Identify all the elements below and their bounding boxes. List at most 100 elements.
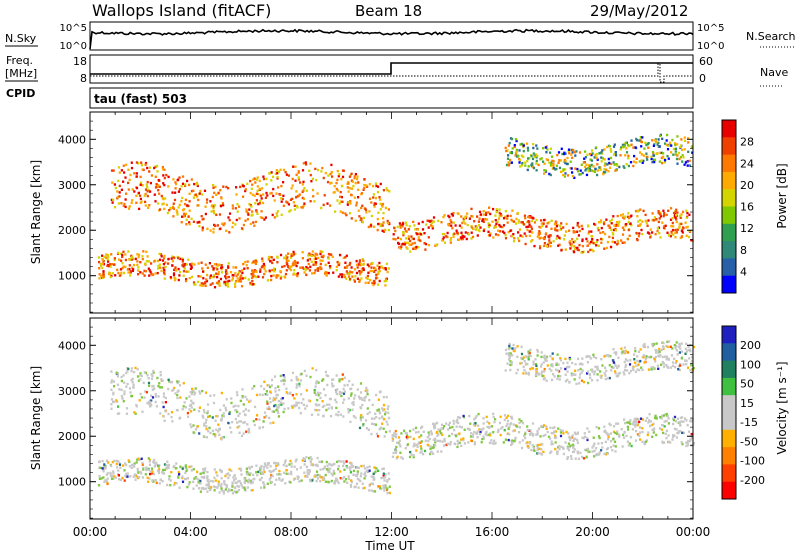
echo-cell — [122, 265, 125, 268]
echo-cell — [110, 379, 114, 382]
echo-cell — [150, 174, 153, 177]
echo-cell — [634, 349, 637, 353]
echo-cell — [200, 282, 203, 285]
echo-cell — [217, 192, 220, 195]
echo-cell — [317, 168, 320, 172]
echo-cell — [120, 375, 123, 379]
echo-cell — [164, 265, 167, 269]
echo-cell — [660, 151, 663, 155]
echo-cell — [692, 442, 696, 445]
echo-cell — [424, 242, 428, 246]
echo-cell — [592, 444, 595, 447]
echo-cell — [204, 212, 207, 216]
colorbar-cell — [722, 171, 736, 190]
echo-cell — [181, 260, 184, 263]
echo-cell — [237, 488, 240, 492]
echo-cell — [595, 244, 598, 247]
echo-cell — [395, 433, 398, 436]
echo-cell — [655, 218, 658, 221]
echo-cell — [293, 269, 296, 272]
echo-cell — [202, 277, 205, 280]
echo-cell — [110, 398, 114, 401]
echo-cell — [261, 257, 264, 260]
echo-cell — [263, 267, 266, 271]
echo-cell — [664, 142, 667, 145]
echo-cell — [569, 167, 572, 170]
echo-cell — [581, 239, 584, 243]
echo-cell — [449, 443, 452, 446]
echo-cell — [369, 263, 372, 266]
echo-cell — [378, 269, 381, 273]
echo-cell — [570, 153, 573, 156]
echo-cell — [516, 368, 519, 372]
echo-cell — [600, 442, 603, 445]
echo-cell — [181, 264, 184, 267]
echo-cell — [159, 386, 162, 389]
echo-cell — [256, 176, 259, 179]
echo-cell — [409, 239, 412, 243]
echo-cell — [691, 151, 694, 154]
echo-cell — [310, 254, 313, 257]
freq-trace — [90, 62, 693, 75]
echo-cell — [263, 218, 266, 221]
colorbar-cell — [722, 189, 736, 207]
echo-cell — [570, 372, 573, 375]
echo-cell — [359, 391, 363, 394]
echo-cell — [527, 446, 530, 449]
echo-cell — [222, 185, 225, 188]
echo-cell — [234, 417, 237, 421]
echo-cell — [223, 222, 226, 225]
echo-cell — [611, 231, 614, 235]
echo-cell — [159, 370, 162, 374]
echo-cell — [338, 173, 341, 176]
echo-cell — [151, 273, 154, 277]
echo-cell — [553, 426, 556, 429]
echo-cell — [189, 263, 192, 266]
echo-cell — [321, 166, 324, 170]
echo-cell — [309, 375, 312, 379]
echo-cell — [254, 275, 257, 279]
echo-cell — [601, 157, 605, 160]
echo-cell — [615, 221, 619, 224]
echo-cell — [549, 355, 552, 358]
echo-cell — [596, 173, 599, 177]
echo-cell — [297, 176, 300, 179]
echo-cell — [399, 226, 402, 229]
echo-cell — [198, 225, 201, 228]
echo-cell — [356, 472, 359, 475]
echo-cell — [329, 172, 332, 176]
echo-cell — [217, 480, 220, 483]
echo-cell — [168, 475, 171, 478]
echo-cell — [235, 391, 239, 394]
echo-cell — [349, 485, 353, 488]
echo-cell — [236, 203, 239, 206]
echo-cell — [212, 227, 215, 231]
echo-cell — [524, 436, 527, 440]
echo-cell — [130, 258, 134, 261]
echo-cell — [674, 210, 677, 213]
echo-cell — [531, 162, 534, 165]
echo-cell — [385, 395, 388, 399]
echo-cell — [292, 201, 295, 204]
echo-cell — [524, 164, 527, 167]
echo-cell — [678, 368, 681, 372]
echo-cell — [411, 237, 414, 240]
echo-cell — [673, 415, 677, 419]
echo-cell — [200, 475, 203, 479]
echo-cell — [554, 447, 557, 451]
echo-cell — [487, 230, 490, 233]
echo-cell — [135, 172, 138, 175]
echo-cell — [426, 436, 429, 439]
echo-cell — [174, 269, 178, 272]
echo-cell — [646, 155, 649, 158]
echo-cell — [338, 390, 341, 394]
echo-cell — [128, 258, 131, 261]
echo-cell — [586, 240, 589, 243]
echo-cell — [546, 158, 549, 162]
echo-cell — [318, 460, 321, 463]
echo-cell — [629, 369, 633, 373]
echo-cell — [113, 183, 116, 186]
echo-cell — [157, 471, 161, 475]
nsky-tick-bottom: 10^0 — [60, 41, 87, 52]
echo-cell — [308, 253, 312, 256]
